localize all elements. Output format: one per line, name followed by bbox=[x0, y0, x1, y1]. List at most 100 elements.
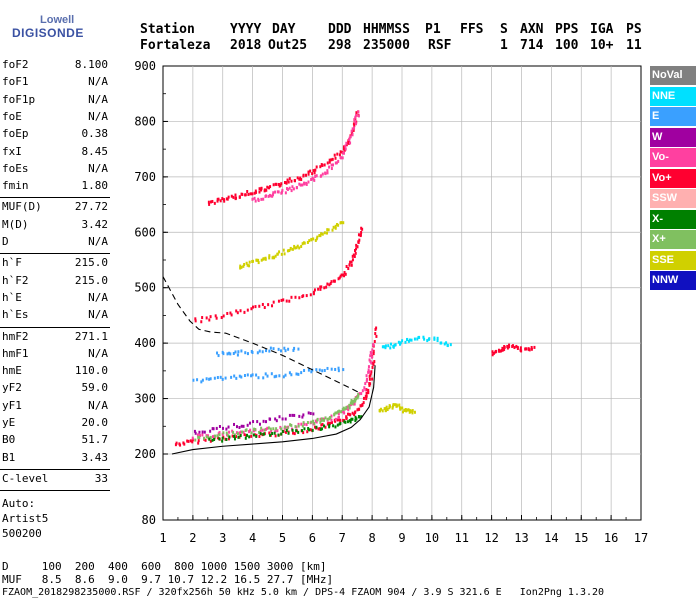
trace-point bbox=[197, 441, 200, 445]
trace-point bbox=[311, 428, 314, 432]
trace-point bbox=[355, 113, 358, 117]
trace-point bbox=[331, 228, 334, 232]
trace-point bbox=[320, 427, 323, 431]
trace-point bbox=[364, 382, 367, 386]
trace-point bbox=[240, 430, 243, 434]
trace-point bbox=[320, 423, 323, 427]
trace-point bbox=[299, 176, 302, 180]
trace-point bbox=[258, 190, 261, 194]
param-row: C-level 33 bbox=[2, 472, 108, 489]
param-name: fxI bbox=[2, 144, 22, 158]
trace-point bbox=[274, 434, 277, 438]
trace-point bbox=[338, 409, 341, 413]
trace-point bbox=[257, 376, 260, 380]
trace-point bbox=[203, 430, 206, 434]
trace-point bbox=[307, 411, 310, 415]
trace-point bbox=[213, 438, 216, 442]
trace-point bbox=[351, 258, 354, 262]
param-row: MUF(D) 27.72 bbox=[2, 200, 108, 217]
trace-point bbox=[316, 418, 319, 422]
trace-point bbox=[252, 429, 255, 433]
trace-point bbox=[217, 197, 220, 201]
trace-point bbox=[218, 425, 221, 429]
trace-point bbox=[303, 241, 306, 245]
trace-point bbox=[233, 433, 236, 437]
trace-point bbox=[239, 264, 242, 268]
trace-point bbox=[330, 163, 333, 167]
trace-point bbox=[295, 372, 298, 376]
trace-point bbox=[297, 372, 300, 376]
trace-point bbox=[407, 408, 410, 412]
trace-point bbox=[336, 410, 339, 414]
y-tick-label: 400 bbox=[134, 336, 156, 350]
trace-point bbox=[315, 237, 318, 241]
param-value: 3.42 bbox=[81, 217, 109, 231]
trace-point bbox=[367, 370, 370, 374]
trace-point bbox=[375, 334, 378, 338]
trace-point bbox=[350, 401, 353, 405]
trace-point bbox=[266, 185, 269, 189]
trace-point bbox=[236, 311, 239, 315]
trace-point bbox=[291, 185, 294, 189]
param-name: fmin bbox=[2, 179, 29, 193]
trace-point bbox=[194, 319, 197, 323]
trace-point bbox=[295, 186, 298, 190]
trace-point bbox=[321, 163, 324, 167]
trace-point bbox=[268, 186, 271, 190]
trace-point bbox=[354, 249, 357, 253]
trace-point bbox=[337, 369, 340, 373]
trace-point bbox=[299, 183, 302, 187]
trace-point bbox=[295, 429, 298, 433]
param-value: N/A bbox=[88, 92, 108, 106]
trace-point bbox=[389, 346, 392, 350]
trace-point bbox=[501, 346, 504, 350]
trace-point bbox=[320, 174, 323, 178]
trace-point bbox=[306, 430, 309, 434]
trace-point bbox=[293, 432, 296, 436]
trace-point bbox=[269, 185, 272, 189]
trace-point bbox=[250, 307, 253, 311]
trace-point bbox=[258, 304, 261, 308]
trace-point bbox=[235, 376, 238, 380]
trace-point bbox=[312, 419, 315, 423]
trace-point bbox=[351, 402, 354, 406]
trace-point bbox=[394, 343, 397, 347]
trace-point bbox=[232, 351, 235, 355]
param-row: M(D) 3.42 bbox=[2, 218, 108, 235]
trace-point bbox=[353, 118, 356, 122]
trace-point bbox=[288, 249, 291, 253]
trace-point bbox=[372, 343, 375, 347]
trace-point bbox=[333, 418, 336, 422]
trace-point bbox=[280, 427, 283, 431]
header-label: AXN bbox=[520, 22, 544, 37]
trace-point bbox=[343, 274, 346, 278]
trace-point bbox=[343, 271, 346, 275]
y-tick-label: 700 bbox=[134, 170, 156, 184]
trace-point bbox=[191, 438, 194, 442]
trace-point bbox=[384, 344, 387, 348]
trace-point bbox=[263, 428, 266, 432]
trace-point bbox=[354, 120, 357, 124]
trace-point bbox=[298, 182, 301, 186]
trace-point bbox=[265, 349, 268, 353]
trace-point bbox=[326, 169, 329, 173]
trace-point bbox=[260, 197, 263, 201]
trace-point bbox=[363, 386, 366, 390]
trace-point bbox=[226, 433, 229, 437]
param-name: yF1 bbox=[2, 398, 22, 412]
trace-point bbox=[294, 425, 297, 429]
trace-point bbox=[249, 428, 252, 432]
trace-point bbox=[201, 378, 204, 382]
trace-point bbox=[232, 430, 235, 434]
trace-point bbox=[527, 347, 530, 351]
trace-point bbox=[360, 230, 363, 234]
trace-point bbox=[258, 349, 261, 353]
trace-point bbox=[346, 412, 349, 416]
trace-point bbox=[369, 360, 372, 364]
trace-point bbox=[357, 393, 360, 397]
trace-point bbox=[243, 374, 246, 378]
trace-point bbox=[355, 396, 358, 400]
param-row: h`Es N/A bbox=[2, 308, 108, 325]
trace-point bbox=[318, 368, 321, 372]
